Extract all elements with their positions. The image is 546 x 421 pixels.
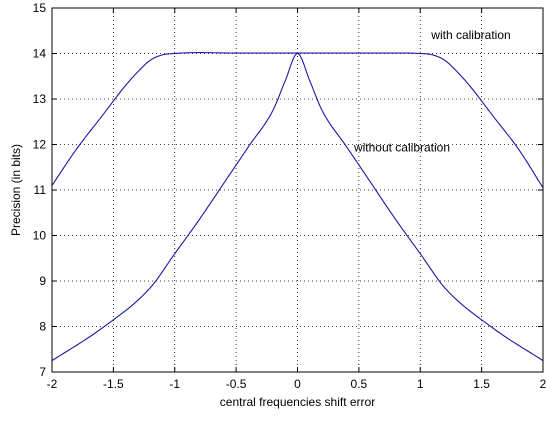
x-tick-label: -2 (47, 377, 58, 391)
x-tick-label: -0.5 (226, 377, 247, 391)
grid-lines (52, 8, 543, 372)
series-lines (51, 52, 544, 362)
y-tick-label: 15 (33, 1, 47, 15)
y-tick-label: 10 (33, 229, 47, 243)
y-tick-label: 7 (39, 365, 46, 379)
x-tick-label: 2 (540, 377, 546, 391)
x-tick-label: 1.5 (473, 377, 490, 391)
x-axis-label: central frequencies shift error (220, 395, 375, 409)
x-tick-label: -1.5 (103, 377, 124, 391)
y-tick-label: 9 (39, 274, 46, 288)
series-line-without (51, 52, 544, 362)
annotation-with: with calibration (430, 28, 510, 42)
y-axis-label: Precision (in bits) (9, 144, 23, 236)
x-tick-label: 0.5 (351, 377, 368, 391)
y-tick-label: 12 (33, 138, 47, 152)
axis-ticks: -2 -1.5 -1 -0.5 0 0.5 1 1.5 2 7 8 9 10 11 12 13 14 15 (33, 1, 546, 391)
x-tick-label: 0 (294, 377, 301, 391)
plot-frame (51, 7, 544, 373)
y-tick-label: 13 (33, 92, 47, 106)
y-tick-label: 8 (39, 320, 46, 334)
annotation-without: without calibration (353, 140, 450, 154)
y-tick-label: 11 (34, 183, 47, 197)
x-tick-label: 1 (417, 377, 424, 391)
y-tick-label: 14 (33, 47, 47, 61)
annotations: with calibration without calibration (353, 28, 511, 154)
x-tick-label: -1 (169, 377, 180, 391)
